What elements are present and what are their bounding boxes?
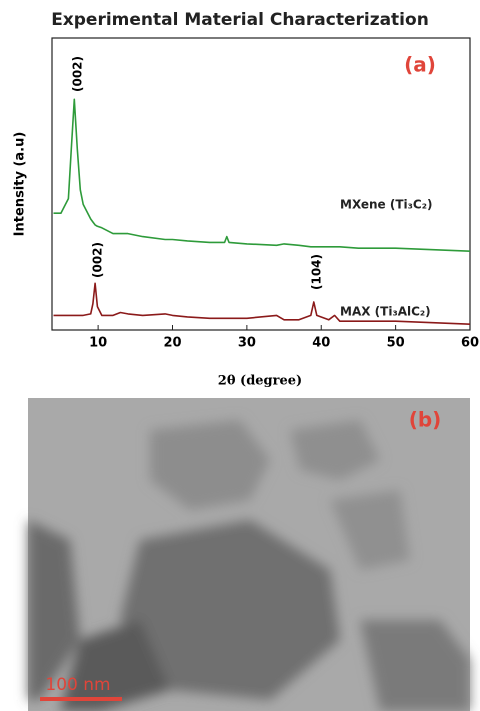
x-tick-label: 30 bbox=[238, 336, 256, 351]
x-tick-label: 20 bbox=[163, 336, 181, 351]
x-axis-label: 2θ (degree) bbox=[218, 374, 302, 389]
series-line bbox=[53, 98, 471, 252]
peak-label: (002) bbox=[91, 242, 105, 278]
x-tick-label: 50 bbox=[387, 336, 405, 351]
y-axis-label: Intensity (a.u) bbox=[13, 132, 28, 237]
image-panel-label: (b) bbox=[409, 408, 442, 432]
scale-bar bbox=[40, 697, 122, 701]
legend-label: MAX (Ti₃AlC₂) bbox=[340, 305, 431, 319]
series-line bbox=[53, 282, 471, 325]
x-tick-label: 10 bbox=[89, 336, 107, 351]
panel-label: (a) bbox=[404, 53, 436, 77]
peak-label: (002) bbox=[71, 56, 85, 92]
x-tick-label: 40 bbox=[312, 336, 330, 351]
scale-bar-label: 100 nm bbox=[45, 675, 110, 695]
chart-title: Experimental Material Characterization bbox=[51, 10, 429, 30]
x-tick-label: 60 bbox=[461, 336, 479, 351]
particles bbox=[28, 420, 470, 711]
legend-label: MXene (Ti₃C₂) bbox=[340, 198, 432, 212]
peak-label: (104) bbox=[310, 254, 324, 290]
plot-frame bbox=[51, 37, 471, 331]
tem-image: (b) 100 nm bbox=[28, 398, 470, 711]
